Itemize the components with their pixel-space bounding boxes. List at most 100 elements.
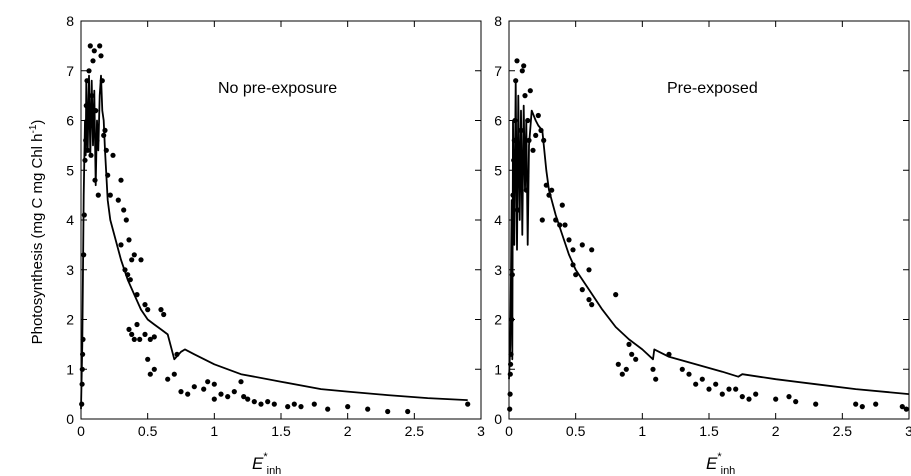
- panel-1-y-tick-label: 2: [66, 312, 74, 328]
- panel-1-data-point: [285, 404, 291, 410]
- panel-2-data-point: [570, 262, 576, 268]
- panel-1-data-point: [151, 334, 157, 340]
- panel-2-data-point: [533, 132, 539, 138]
- panel-2-data-point: [739, 394, 745, 400]
- panel-2-annotation: Pre-exposed: [667, 80, 758, 97]
- panel-2-y-tick-label: 7: [494, 63, 502, 79]
- panel-2-data-point: [586, 267, 592, 273]
- panel-1-data-point: [83, 103, 89, 109]
- panel-2-data-point: [793, 399, 799, 405]
- panel-1-data-point: [126, 326, 132, 332]
- panel-1-data-point: [238, 379, 244, 385]
- panel-2-data-point: [509, 272, 515, 278]
- panel-2-y-tick-label: 1: [494, 361, 502, 377]
- panel-1-y-tick-label: 0: [66, 411, 74, 427]
- panel-1-data-point: [129, 257, 135, 263]
- panel-1-x-tick-label: 3: [477, 423, 485, 439]
- panel-1-data-point: [258, 401, 264, 407]
- panel-1-y-tick-label: 6: [66, 113, 74, 129]
- panel-2-data-point: [853, 401, 859, 407]
- panel-1-data-point: [241, 394, 247, 400]
- panel-1-data-point: [118, 177, 124, 183]
- panel-1-data-point: [325, 406, 331, 412]
- panel-1-data-point: [142, 302, 148, 308]
- panel-1-data-point: [91, 48, 97, 54]
- panel-2-data-point: [546, 192, 552, 198]
- panel-2-data-point: [733, 386, 739, 392]
- panel-1-data-point: [99, 78, 105, 84]
- panel-1-data-point: [115, 197, 121, 203]
- panel-2-y-tick-label: 5: [494, 162, 502, 178]
- panel-2-x-tick-label: 1: [638, 423, 646, 439]
- panel-2-data-point: [626, 341, 632, 347]
- panel-1-data-point: [82, 157, 88, 163]
- panel-1-data-point: [345, 404, 351, 410]
- panel-2-data-point: [746, 396, 752, 402]
- panel-2-data-point: [512, 117, 518, 124]
- panel-1-y-tick-label: 7: [66, 63, 74, 79]
- panel-2-data-point: [589, 247, 595, 253]
- panel-1-data-point: [145, 307, 151, 313]
- panel-2-x-tick-label: 2: [772, 423, 780, 439]
- panel-2-x-tick-label: 0.5: [566, 423, 586, 439]
- panel-2-data-point: [650, 366, 656, 372]
- panel-2-model-line: [508, 79, 910, 395]
- panel-1-x-axis-label: E*inh: [252, 451, 281, 476]
- panel-2-y-tick-label: 8: [494, 13, 502, 29]
- panel-2-data-point: [859, 404, 865, 410]
- panel-2-data-point: [511, 137, 517, 143]
- chart-panel-no-pre-exposure: 0 0.5 1 1.5 2 2.5 3 0 1 2 3 4 5 6 7 8 No pre-exposure E*i…: [66, 13, 485, 476]
- panel-1-y-tick-label: 5: [66, 162, 74, 178]
- panel-1-data-point: [145, 356, 151, 362]
- panel-2-data-point: [726, 386, 732, 392]
- panel-2-data-point: [559, 202, 565, 208]
- panel-2-data-point: [511, 157, 517, 163]
- panel-1-y-tick-label: 1: [66, 361, 74, 377]
- panel-2-data-point: [899, 404, 905, 410]
- panel-2-data-point: [566, 237, 572, 243]
- panel-1-data-point: [107, 192, 113, 198]
- panel-2-data-point: [541, 137, 547, 143]
- panel-1-data-point: [165, 376, 171, 382]
- panel-2-data-point: [514, 58, 520, 64]
- panel-1-data-point: [98, 53, 104, 59]
- panel-1-data-point: [79, 401, 85, 407]
- panel-1-data-point: [80, 351, 86, 357]
- panel-1-data-point: [298, 404, 304, 410]
- panel-1-data-point: [89, 93, 95, 99]
- panel-2-data-point: [507, 391, 513, 397]
- panel-1-x-tick-label: 2: [344, 423, 352, 439]
- panel-1-data-point: [97, 43, 103, 49]
- panel-1-data-point: [134, 321, 140, 328]
- panel-1-x-tick-label: 1.5: [271, 423, 291, 439]
- panel-1-y-tick-label: 4: [66, 212, 74, 228]
- panel-1-data-point: [171, 371, 177, 377]
- y-axis-label: Photosynthesis (mg C mg Chl h-1): [28, 120, 46, 345]
- panel-1-data-point: [405, 408, 411, 415]
- panel-1-x-tick-label: 0.5: [138, 423, 158, 439]
- panel-2-data-point: [508, 351, 514, 357]
- panel-2-data-point: [522, 93, 528, 99]
- panel-2-data-point: [553, 217, 559, 223]
- panel-1-data-point: [161, 311, 167, 318]
- panel-1-data-point: [385, 408, 391, 415]
- panel-2-data-point: [653, 376, 659, 382]
- panel-1-data-point: [122, 267, 128, 273]
- y-axis-label-main: Photosynthesis (mg C mg Chl h: [29, 133, 46, 344]
- panel-1-data-point: [191, 384, 197, 390]
- panel-2-y-tick-label: 2: [494, 312, 502, 328]
- panel-2-data-point: [786, 394, 792, 400]
- y-axis-label-close: ): [29, 120, 46, 125]
- panel-1-data-point: [131, 252, 137, 258]
- panel-2-x-tick-label: 0: [505, 423, 513, 439]
- panel-2-data-point: [527, 88, 533, 94]
- panel-1-data-point: [201, 386, 207, 392]
- panel-2-data-point: [713, 381, 719, 387]
- panel-2-y-tick-label: 0: [494, 411, 502, 427]
- panel-2-data-point: [525, 117, 531, 124]
- panel-2-data-point: [629, 351, 635, 357]
- panel-1-data-point: [142, 331, 148, 337]
- panel-2-data-point: [706, 386, 712, 392]
- panel-2-data-point: [562, 222, 568, 228]
